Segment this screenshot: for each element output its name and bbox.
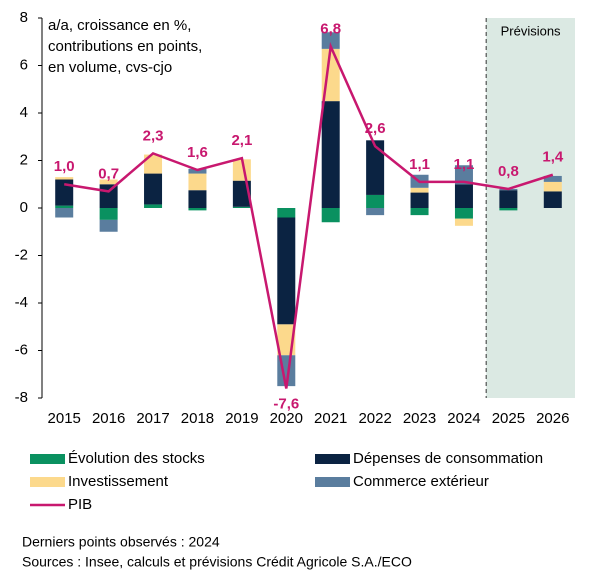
y-tick-label: -8 bbox=[15, 389, 28, 406]
data-label: 2,6 bbox=[365, 120, 386, 137]
y-tick-label: 8 bbox=[20, 9, 28, 26]
legend-label: Commerce extérieur bbox=[353, 473, 489, 490]
bar bbox=[99, 219, 118, 232]
x-tick-label: 2021 bbox=[314, 410, 347, 427]
x-tick-label: 2017 bbox=[136, 410, 169, 427]
bar bbox=[99, 179, 118, 185]
data-label: 1,1 bbox=[454, 156, 475, 173]
y-tick-label: -2 bbox=[15, 246, 28, 263]
data-label: 1,0 bbox=[54, 158, 75, 175]
data-label: 2,3 bbox=[143, 127, 164, 144]
data-label: 1,6 bbox=[187, 144, 208, 161]
y-tick-label: -6 bbox=[15, 341, 28, 358]
x-tick-label: 2025 bbox=[492, 410, 525, 427]
bar bbox=[55, 177, 74, 180]
bar bbox=[277, 208, 296, 218]
bar bbox=[366, 140, 385, 195]
y-tick-label: 4 bbox=[20, 104, 28, 121]
y-tick-label: 2 bbox=[20, 151, 28, 168]
forecast-label: Prévisions bbox=[501, 23, 561, 38]
bar bbox=[144, 204, 163, 208]
x-tick-label: 2019 bbox=[225, 410, 258, 427]
data-label: 1,4 bbox=[542, 149, 564, 166]
data-label: 2,1 bbox=[231, 132, 252, 149]
bar bbox=[499, 208, 518, 211]
bar bbox=[144, 173, 163, 205]
bar bbox=[321, 32, 340, 49]
bar bbox=[188, 208, 207, 211]
bar bbox=[410, 192, 429, 208]
legend-swatch bbox=[315, 454, 350, 464]
y-tick-label: 0 bbox=[20, 199, 28, 216]
y-tick-label: -4 bbox=[15, 294, 28, 311]
bar bbox=[232, 206, 251, 208]
legend-label: Évolution des stocks bbox=[68, 450, 205, 467]
note: Derniers points observés : 2024 bbox=[22, 534, 220, 550]
legend-swatch bbox=[315, 477, 350, 487]
y-tick-label: 6 bbox=[20, 56, 28, 73]
bar bbox=[454, 165, 473, 185]
bar bbox=[321, 208, 340, 223]
legend-label: PIB bbox=[68, 496, 92, 513]
x-tick-label: 2022 bbox=[358, 410, 391, 427]
x-tick-label: 2023 bbox=[403, 410, 436, 427]
x-tick-label: 2015 bbox=[48, 410, 81, 427]
bar bbox=[366, 208, 385, 216]
bar bbox=[543, 191, 562, 208]
line bbox=[64, 41, 554, 389]
data-label: 1,1 bbox=[409, 156, 430, 173]
legend-label: Investissement bbox=[68, 473, 169, 490]
bar bbox=[99, 208, 118, 220]
bar bbox=[543, 175, 562, 182]
bar bbox=[454, 184, 473, 208]
bar bbox=[321, 101, 340, 208]
bar bbox=[454, 218, 473, 226]
bar bbox=[55, 208, 74, 218]
bar bbox=[188, 190, 207, 208]
x-tick-label: 2024 bbox=[447, 410, 480, 427]
bar bbox=[454, 208, 473, 219]
bar bbox=[55, 179, 74, 206]
annotation: contributions en points, bbox=[48, 38, 202, 55]
annotation: en volume, cvs-cjo bbox=[48, 59, 172, 76]
data-label: 0,7 bbox=[98, 165, 119, 182]
bar bbox=[188, 173, 207, 191]
bar bbox=[366, 194, 385, 208]
bar bbox=[277, 217, 296, 325]
x-tick-label: 2026 bbox=[536, 410, 569, 427]
bar bbox=[543, 181, 562, 192]
legend-label: Dépenses de consommation bbox=[353, 450, 543, 467]
bar bbox=[99, 184, 118, 208]
data-label: -7,6 bbox=[273, 395, 299, 412]
bar bbox=[499, 190, 518, 208]
legend-swatch bbox=[30, 454, 65, 464]
legend-swatch bbox=[30, 477, 65, 487]
data-label: 6,8 bbox=[320, 20, 341, 37]
x-tick-label: 2020 bbox=[270, 410, 303, 427]
note: Sources : Insee, calculs et prévisions C… bbox=[22, 554, 412, 570]
bar bbox=[410, 208, 429, 216]
data-label: 0,8 bbox=[498, 163, 519, 180]
x-tick-label: 2018 bbox=[181, 410, 214, 427]
bar bbox=[144, 154, 163, 174]
bar bbox=[55, 205, 74, 208]
x-tick-label: 2016 bbox=[92, 410, 125, 427]
annotation: a/a, croissance en %, bbox=[48, 17, 191, 34]
bar bbox=[410, 187, 429, 193]
